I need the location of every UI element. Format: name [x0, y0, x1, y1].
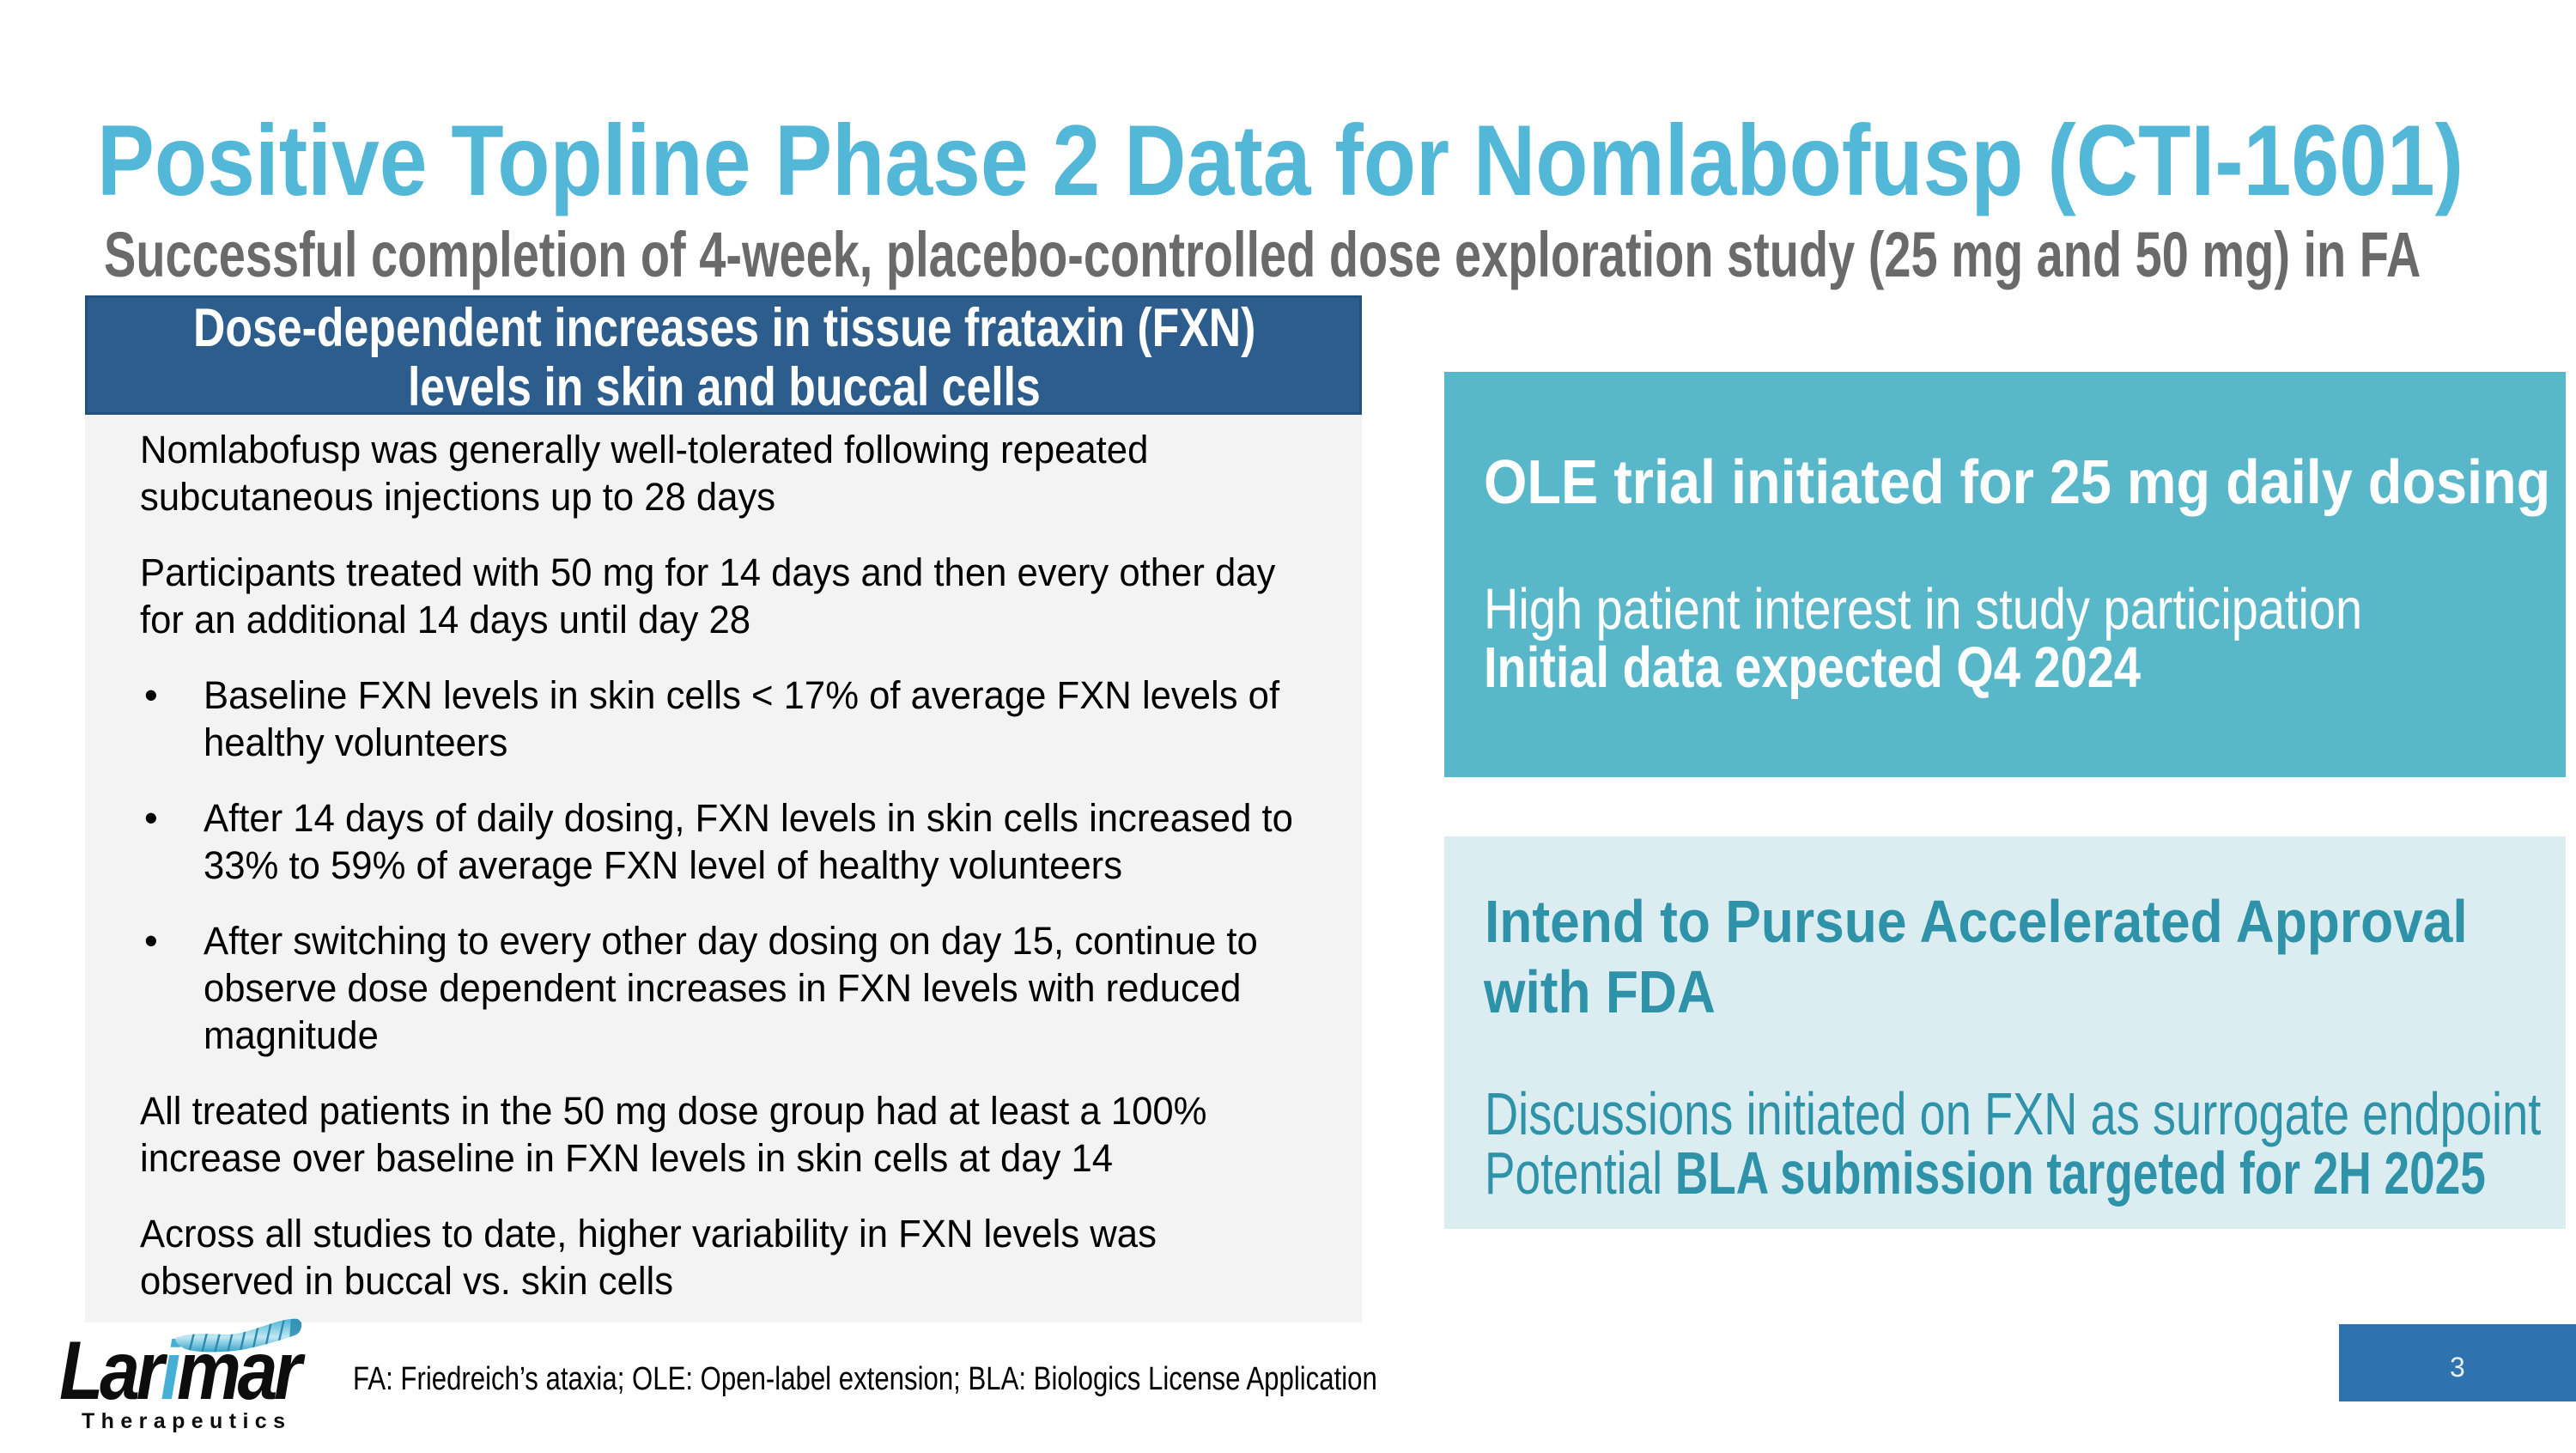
svg-text:Therapeutics: Therapeutics	[82, 1409, 291, 1433]
